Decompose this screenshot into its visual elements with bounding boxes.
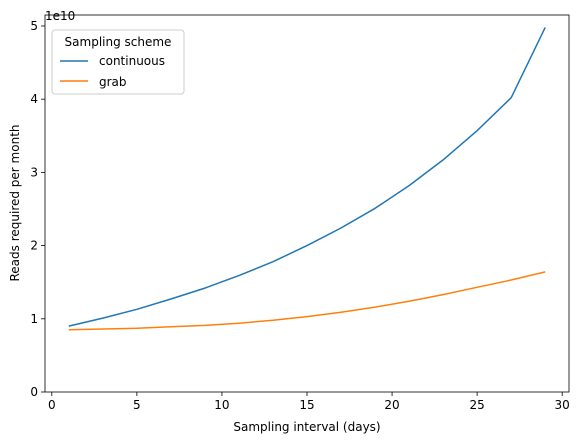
- legend: Sampling scheme continuous grab: [51, 29, 185, 95]
- y-tick-label: 2: [30, 239, 38, 253]
- x-tick-label: 5: [133, 398, 141, 412]
- legend-label-continuous: continuous: [99, 54, 165, 68]
- x-tick-label: 20: [384, 398, 399, 412]
- series-layer: [68, 27, 546, 331]
- x-tick-label: 30: [555, 398, 570, 412]
- series-line-continuous: [68, 27, 546, 327]
- legend-title: Sampling scheme: [65, 35, 172, 49]
- x-tick-label: 0: [48, 398, 56, 412]
- y-ticks: 0 1 2 3 4 5: [30, 19, 45, 399]
- y-tick-label: 4: [30, 92, 38, 106]
- y-tick-label: 5: [30, 19, 38, 33]
- legend-label-grab: grab: [99, 75, 127, 89]
- x-ticks: 0 5 10 15 20 25 30: [48, 392, 570, 412]
- series-line-grab: [68, 271, 546, 331]
- x-tick-label: 15: [299, 398, 314, 412]
- x-axis-label: Sampling interval (days): [233, 420, 380, 434]
- legend-box: [51, 29, 185, 95]
- y-multiplier-label: 1e10: [45, 9, 75, 23]
- y-tick-label: 3: [30, 165, 38, 179]
- y-axis-label: Reads required per month: [8, 124, 22, 281]
- x-tick-label: 25: [469, 398, 484, 412]
- y-tick-label: 1: [30, 312, 38, 326]
- x-tick-label: 10: [214, 398, 229, 412]
- y-tick-label: 0: [30, 385, 38, 399]
